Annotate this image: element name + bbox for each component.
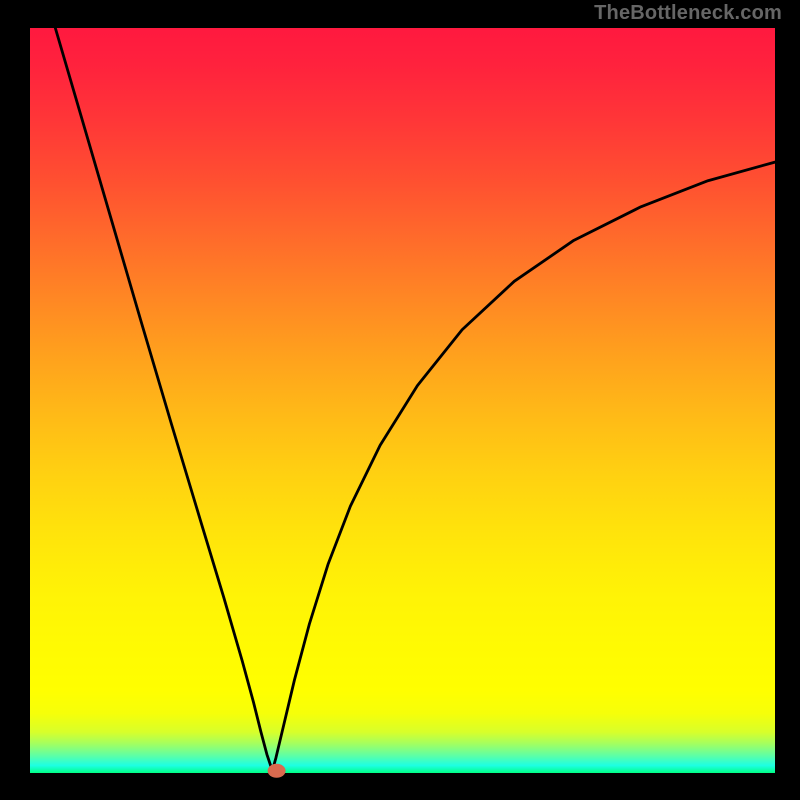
- chart-container: TheBottleneck.com: [0, 0, 800, 800]
- bottleneck-chart: [0, 0, 800, 800]
- plot-gradient-background: [30, 28, 775, 773]
- minimum-marker: [268, 764, 286, 778]
- watermark-text: TheBottleneck.com: [594, 2, 782, 25]
